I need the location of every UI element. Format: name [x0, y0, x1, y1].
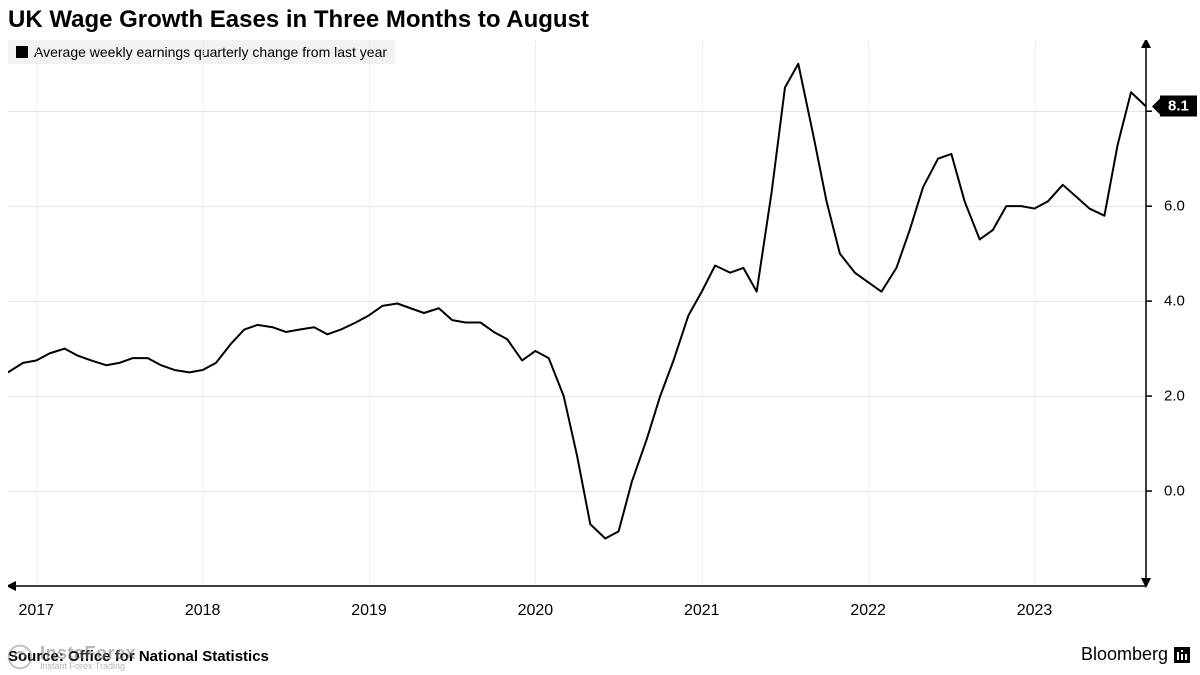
watermark-brand: InstaForex: [40, 644, 136, 662]
watermark: InstaForex Instant Forex Trading: [6, 643, 136, 671]
y-axis-arrowhead: [1141, 40, 1151, 48]
attribution-text: Bloomberg: [1081, 644, 1168, 665]
watermark-tagline: Instant Forex Trading: [40, 662, 136, 671]
bloomberg-icon: [1174, 647, 1190, 663]
watermark-icon: [6, 643, 34, 671]
y-axis-label: 4.0: [1164, 293, 1185, 310]
chart-svg: [8, 40, 1166, 606]
y-axis-label: 6.0: [1164, 198, 1185, 215]
chart-plot: 0.02.04.06.08.12017201820192020202120222…: [8, 40, 1146, 586]
attribution: Bloomberg: [1081, 644, 1190, 665]
value-callout: 8.1: [1160, 96, 1197, 117]
x-axis-arrowhead: [8, 581, 16, 591]
y-axis-label: 0.0: [1164, 483, 1185, 500]
y-axis-label: 2.0: [1164, 388, 1185, 405]
data-series-line: [8, 64, 1146, 539]
chart-title: UK Wage Growth Eases in Three Months to …: [8, 6, 589, 34]
